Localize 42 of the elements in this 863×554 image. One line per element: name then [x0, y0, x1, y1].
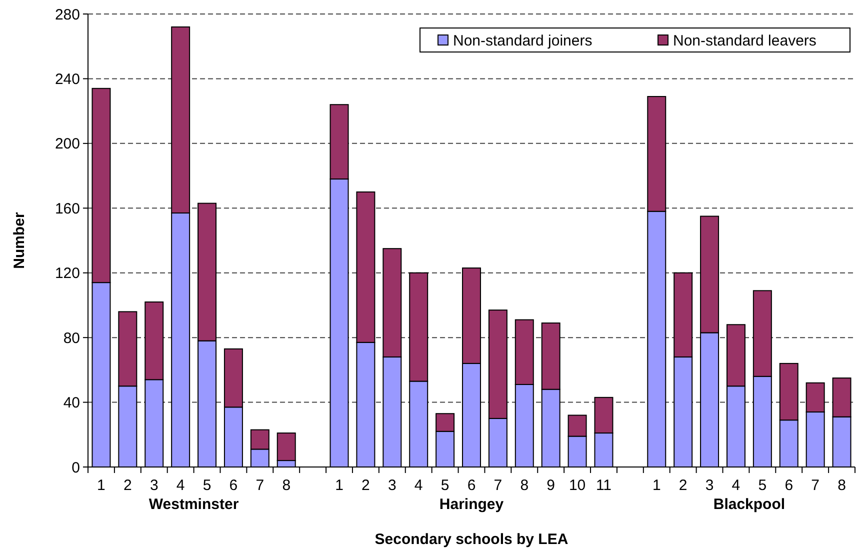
x-tick-label: 3	[150, 477, 158, 494]
x-tick-label: 7	[256, 477, 264, 494]
y-tick-label: 0	[72, 459, 80, 476]
x-tick-label: 7	[494, 477, 502, 494]
x-tick-label: 3	[705, 477, 714, 494]
x-tick-label: 8	[520, 477, 529, 494]
y-tick-label: 200	[54, 136, 80, 153]
x-tick-label: 9	[546, 477, 556, 494]
x-tick-label: 3	[388, 477, 396, 494]
x-tick-label: 1	[97, 477, 106, 494]
x-axis-title: Secondary schools by LEA	[374, 531, 568, 548]
y-tick-label: 240	[54, 70, 80, 88]
text: Westminster	[148, 496, 239, 513]
x-tick-label: 5	[758, 477, 767, 494]
y-tick-label: 160	[54, 200, 80, 218]
x-tick-label: 6	[229, 477, 238, 494]
x-tick-label: 1	[335, 477, 344, 494]
x-tick-label: 8	[838, 477, 846, 494]
x-tick-label: 2	[678, 477, 688, 494]
x-tick-label: 2	[124, 477, 132, 494]
text: Blackpool	[713, 496, 786, 513]
x-tick-label: 11	[596, 477, 612, 494]
x-tick-label: 5	[440, 477, 450, 494]
x-tick-label: 2	[362, 477, 370, 494]
x-tick-label: 8	[282, 477, 291, 494]
x-tick-label: 10	[568, 477, 586, 494]
x-tick-label: 1	[652, 477, 661, 494]
x-tick-label: 7	[811, 477, 820, 494]
text: Haringey	[439, 496, 504, 513]
y-tick-label: 120	[54, 265, 80, 282]
y-tick-label: 280	[54, 6, 80, 24]
legend-label: Non-standard leavers	[673, 32, 816, 50]
y-axis-title: Number	[11, 212, 28, 269]
x-tick-label: 4	[732, 477, 740, 494]
y-tick-label: 80	[63, 330, 80, 347]
y-tick-label: 40	[63, 394, 80, 412]
legend-label: Non-standard joiners	[453, 32, 592, 50]
x-tick-label: 4	[176, 477, 185, 494]
x-tick-label: 6	[784, 477, 794, 494]
x-tick-label: 5	[202, 477, 212, 494]
x-tick-label: 4	[414, 477, 423, 494]
x-tick-label: 6	[467, 477, 476, 494]
